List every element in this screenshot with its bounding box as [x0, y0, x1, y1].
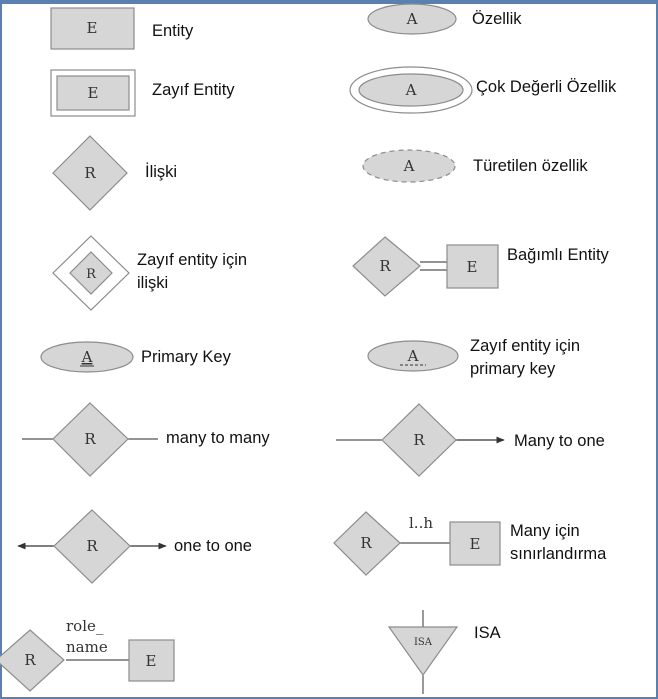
- role-name-entity-rect: [128, 639, 175, 682]
- isa-glyph: ISA: [414, 637, 433, 648]
- partial-key-ellipse: [367, 340, 459, 372]
- primary-key-symbol: A: [40, 341, 134, 373]
- cardinality-diamond: [333, 511, 401, 576]
- weak-relationship-glyph: R: [86, 267, 97, 282]
- many-to-many-label: many to many: [166, 429, 270, 447]
- multivalued-label: Çok Değerli Özellik: [476, 78, 617, 96]
- many-to-one-symbol: R: [336, 403, 505, 477]
- entity-label: Entity: [152, 22, 194, 40]
- partial-key-symbol: A: [367, 340, 459, 372]
- cardinality-limit-symbol: R E l..h: [333, 511, 501, 576]
- weak-relationship-symbol: R: [52, 235, 130, 311]
- role-name-text-line2: name: [66, 638, 108, 656]
- cardinality-r-glyph: R: [360, 534, 372, 552]
- cardinality-label-line1: Many için: [510, 522, 580, 540]
- cardinality-entity-rect: [449, 521, 501, 566]
- one-to-one-glyph: R: [86, 537, 98, 555]
- many-to-one-glyph: R: [413, 431, 425, 449]
- role-name-symbol: R E role_ name: [0, 617, 175, 692]
- dependent-entity-symbol: R E: [352, 236, 499, 297]
- cardinality-label-line2: sınırlandırma: [510, 545, 607, 563]
- cardinality-limit-text: l..h: [409, 514, 433, 532]
- many-to-one-diamond: [381, 403, 457, 477]
- relationship-glyph: R: [84, 164, 96, 182]
- derived-attribute-symbol: A: [362, 149, 456, 183]
- multivalued-glyph: A: [405, 81, 417, 99]
- relationship-diamond: [52, 135, 128, 211]
- dependent-r-glyph: R: [379, 257, 391, 275]
- entity-glyph: E: [87, 19, 98, 37]
- cardinality-e-glyph: E: [470, 535, 481, 553]
- one-to-one-symbol: R: [17, 509, 167, 584]
- partial-key-label-line1: Zayıf entity için: [470, 337, 580, 355]
- attribute-label: Özellik: [472, 10, 522, 28]
- entity-symbol: E: [50, 7, 135, 50]
- role-name-e-glyph: E: [146, 652, 157, 670]
- frame-top-bar: [0, 0, 658, 4]
- weak-entity-inner-rect: [56, 75, 130, 111]
- primary-key-label: Primary Key: [141, 348, 232, 366]
- isa-triangle: [387, 626, 459, 677]
- dependent-diamond: [352, 236, 421, 297]
- role-name-diamond: [0, 629, 65, 692]
- relationship-label: İlişki: [145, 162, 177, 181]
- weak-relationship-inner-diamond: [69, 251, 113, 295]
- one-to-one-diamond: [53, 509, 131, 584]
- multivalued-attribute-symbol: A: [349, 66, 473, 114]
- many-to-many-glyph: R: [84, 430, 96, 448]
- weak-relationship-label-line2: ilişki: [137, 274, 168, 292]
- attribute-glyph: A: [406, 10, 418, 28]
- dependent-e-glyph: E: [467, 258, 478, 276]
- isa-symbol: ISA: [387, 610, 459, 694]
- isa-label: ISA: [474, 624, 501, 642]
- role-name-r-glyph: R: [24, 651, 36, 669]
- many-to-many-symbol: R: [22, 402, 158, 477]
- weak-entity-label: Zayıf Entity: [152, 81, 235, 99]
- primary-key-glyph: A: [81, 348, 93, 366]
- dependent-label: Bağımlı Entity: [507, 246, 610, 264]
- weak-entity-glyph: E: [88, 84, 99, 102]
- partial-key-label-line2: primary key: [470, 360, 556, 378]
- derived-ellipse: [362, 149, 456, 183]
- weak-relationship-label-line1: Zayıf entity için: [137, 251, 247, 269]
- primary-key-ellipse: [40, 341, 134, 373]
- derived-label: Türetilen özellik: [473, 157, 588, 175]
- multivalued-inner-ellipse: [358, 73, 464, 107]
- one-to-one-label: one to one: [174, 537, 252, 555]
- relationship-symbol: R: [52, 135, 128, 211]
- entity-rect: [50, 7, 135, 50]
- many-to-many-diamond: [52, 402, 129, 477]
- role-name-text-line1: role_: [66, 617, 104, 635]
- dependent-entity-rect: [446, 244, 499, 289]
- derived-glyph: A: [403, 157, 415, 175]
- weak-entity-symbol: E: [50, 69, 136, 117]
- partial-key-glyph: A: [407, 347, 419, 365]
- many-to-one-label: Many to one: [514, 432, 605, 450]
- attribute-symbol: A: [367, 3, 457, 35]
- attribute-ellipse: [367, 3, 457, 35]
